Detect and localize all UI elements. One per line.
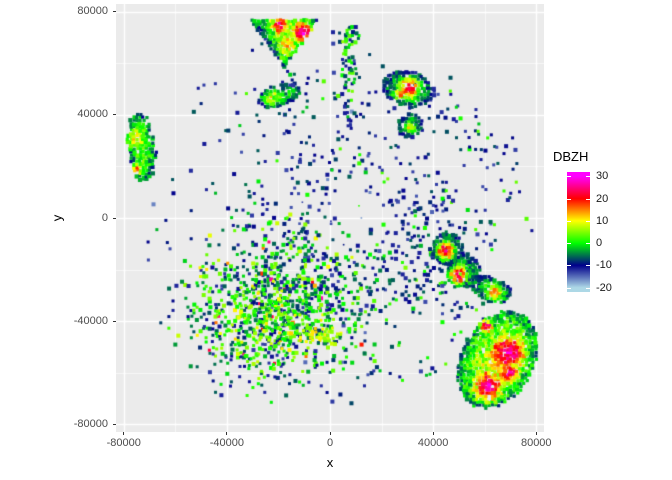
legend-tick-mark <box>586 198 590 200</box>
y-tick-mark <box>113 320 116 322</box>
legend-tick-label: -10 <box>596 259 612 272</box>
y-tick-label: -40000 <box>73 314 108 327</box>
plot-panel <box>116 4 544 432</box>
legend-tick-mark <box>586 220 590 222</box>
y-axis-title: y <box>49 214 65 222</box>
x-tick-label: -80000 <box>106 437 141 449</box>
y-tick-mark <box>113 423 116 425</box>
legend: DBZH 30 20 10 0 -10 -20 <box>547 145 667 325</box>
legend-tick-mark <box>586 243 590 245</box>
legend-tick-mark <box>567 198 571 200</box>
legend-tick-mark <box>567 287 571 289</box>
legend-tick-mark <box>567 220 571 222</box>
legend-tick-label: 30 <box>596 170 609 183</box>
legend-colorbar <box>567 172 590 292</box>
legend-tick-label: -20 <box>596 281 612 294</box>
legend-tick-mark <box>567 243 571 245</box>
radar-raster-plot <box>116 4 544 432</box>
x-tick-mark <box>535 432 537 435</box>
legend-tick-label: 10 <box>596 214 609 227</box>
y-tick-mark <box>113 114 116 116</box>
x-axis-title: x <box>326 455 334 470</box>
legend-tick-label: 20 <box>596 192 609 205</box>
x-tick-label: -40000 <box>209 437 244 449</box>
x-tick-label: 80000 <box>520 437 552 449</box>
x-tick-mark <box>226 432 228 435</box>
legend-tick-mark <box>586 287 590 289</box>
legend-tick-mark <box>586 176 590 178</box>
x-tick-label: 40000 <box>417 437 449 449</box>
y-tick-label: 80000 <box>77 5 108 18</box>
legend-tick-label: 0 <box>596 237 603 250</box>
y-tick-mark <box>113 217 116 219</box>
legend-tick-mark <box>567 265 571 267</box>
legend-tick-mark <box>567 176 571 178</box>
y-tick-label: -80000 <box>73 417 108 430</box>
legend-title: DBZH <box>553 149 589 164</box>
y-tick-label: 0 <box>101 211 108 224</box>
y-tick-mark <box>113 11 116 13</box>
legend-tick-mark <box>586 265 590 267</box>
x-tick-mark <box>123 432 125 435</box>
y-tick-label: 40000 <box>77 108 108 121</box>
x-tick-mark <box>432 432 434 435</box>
x-tick-mark <box>329 432 331 435</box>
x-tick-label: 0 <box>326 437 334 449</box>
